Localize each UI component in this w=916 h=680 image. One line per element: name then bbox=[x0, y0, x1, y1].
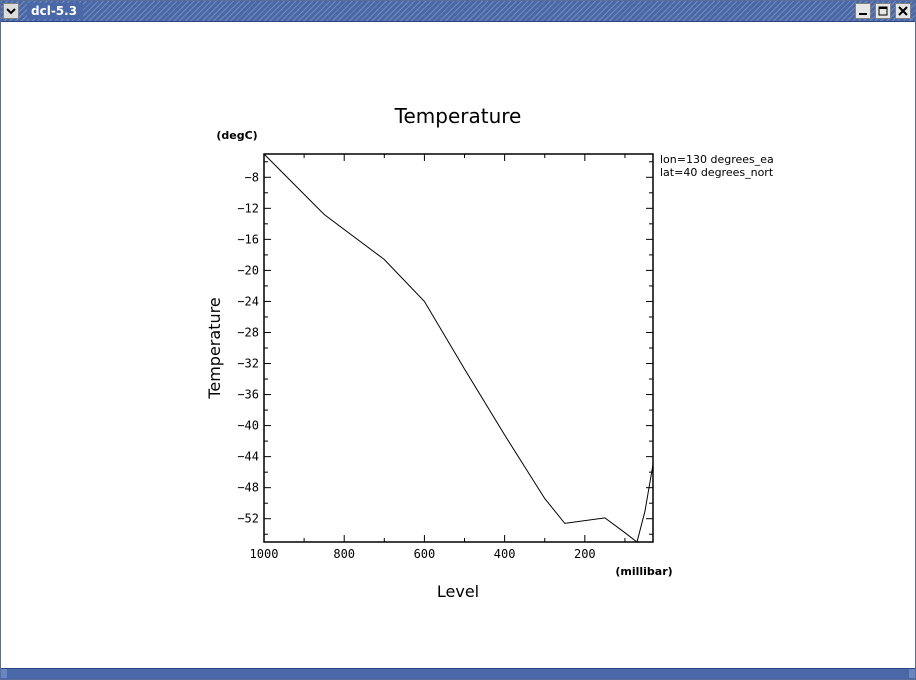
y-tick-label: −20 bbox=[237, 263, 259, 277]
y-unit-label: (degC) bbox=[216, 129, 257, 142]
y-axis-title: Temperature bbox=[205, 297, 224, 399]
x-tick-label: 400 bbox=[494, 547, 516, 561]
y-tick-label: −16 bbox=[237, 232, 259, 246]
minimize-button[interactable] bbox=[855, 3, 871, 19]
y-tick-label: −8 bbox=[245, 170, 259, 184]
window-menu-button[interactable] bbox=[3, 3, 19, 19]
y-tick-label: −28 bbox=[237, 325, 259, 339]
title-bar[interactable]: dcl-5.3 bbox=[1, 1, 915, 22]
minimize-icon bbox=[859, 13, 867, 15]
x-tick-label: 200 bbox=[574, 547, 596, 561]
resize-grip-right[interactable] bbox=[909, 669, 915, 678]
chart-title: Temperature bbox=[394, 104, 522, 128]
y-tick-label: −40 bbox=[237, 419, 259, 433]
x-tick-label: 600 bbox=[414, 547, 436, 561]
x-tick-label: 1000 bbox=[250, 547, 279, 561]
x-tick-label: 800 bbox=[333, 547, 355, 561]
window-title: dcl-5.3 bbox=[27, 3, 84, 19]
maximize-button[interactable] bbox=[875, 3, 891, 19]
close-button[interactable] bbox=[895, 3, 911, 19]
y-tick-label: −12 bbox=[237, 201, 259, 215]
y-tick-label: −48 bbox=[237, 481, 259, 495]
axis-ticks bbox=[263, 154, 653, 542]
chevron-down-icon bbox=[6, 8, 16, 15]
y-tick-label: −32 bbox=[237, 357, 259, 371]
x-unit-label: (millibar) bbox=[615, 565, 672, 578]
resize-grip-left[interactable] bbox=[1, 669, 7, 678]
annotation-lat: lat=40 degrees_nort bbox=[660, 166, 774, 179]
tick-labels: −8 −12 −16 −20 −24 −28 −32 −36 −40 −44 −48 −52 1000 8… bbox=[237, 170, 595, 561]
annotation-lon: lon=130 degrees_ea bbox=[660, 153, 774, 166]
bottom-border bbox=[1, 668, 915, 679]
x-axis-title: Level bbox=[437, 582, 479, 601]
y-tick-label: −44 bbox=[237, 450, 259, 464]
y-tick-label: −24 bbox=[237, 294, 259, 308]
y-tick-label: −52 bbox=[237, 512, 259, 526]
y-tick-label: −36 bbox=[237, 388, 259, 402]
series-line bbox=[263, 153, 654, 543]
close-icon bbox=[898, 6, 908, 16]
maximize-icon bbox=[878, 6, 888, 16]
